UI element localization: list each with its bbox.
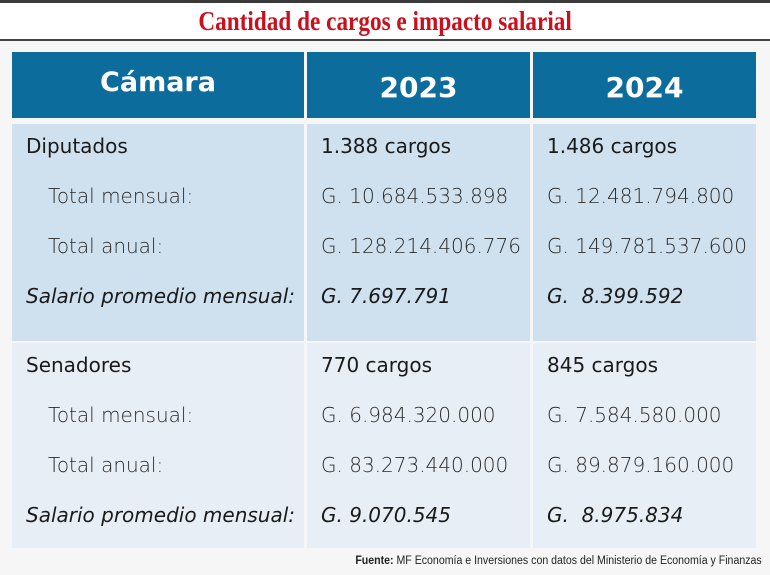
group-name: Diputados xyxy=(26,134,128,158)
total-anual-value: G. 149.781.537.600 xyxy=(547,234,747,258)
cargos-value: 1.486 cargos xyxy=(547,134,678,158)
diputados-2024-cell: 1.486 cargos G. 12.481.794.800 G. 149.78… xyxy=(533,124,756,341)
total-anual-value: G. 128.214.406.776 xyxy=(321,234,521,258)
cargos-value: 770 cargos xyxy=(321,353,433,377)
header-2023: 2023 xyxy=(307,52,530,118)
title-bar: Cantidad de cargos e impacto salarial xyxy=(0,3,770,39)
total-mensual-value: G. 12.481.794.800 xyxy=(547,184,735,208)
row-label-total-mensual: Total mensual: xyxy=(48,403,194,427)
salario-promedio-value: G. 8.975.834 xyxy=(547,503,684,527)
salario-promedio-value: G. 7.697.791 xyxy=(321,284,451,308)
group-name: Senadores xyxy=(26,353,132,377)
total-mensual-value: G. 7.584.580.000 xyxy=(547,403,722,427)
page-title: Cantidad de cargos e impacto salarial xyxy=(198,6,572,36)
cargos-value: 845 cargos xyxy=(547,353,659,377)
source-label: Fuente: xyxy=(355,555,394,567)
salario-promedio-value: G. 9.070.545 xyxy=(321,503,451,527)
title-divider xyxy=(0,39,770,41)
total-mensual-value: G. 6.984.320.000 xyxy=(321,403,496,427)
header-camara: Cámara xyxy=(12,52,304,118)
diputados-label-cell: Diputados Total mensual: Total anual: Sa… xyxy=(12,124,304,341)
header-2024: 2024 xyxy=(533,52,756,118)
senadores-2024-cell: 845 cargos G. 7.584.580.000 G. 89.879.16… xyxy=(533,343,756,548)
row-label-total-anual: Total anual: xyxy=(48,234,164,258)
row-label-salario-promedio: Salario promedio mensual: xyxy=(26,284,296,308)
senadores-label-cell: Senadores Total mensual: Total anual: Sa… xyxy=(12,343,304,548)
header-2023-label: 2023 xyxy=(379,71,458,104)
total-mensual-value: G. 10.684.533.898 xyxy=(321,184,509,208)
total-anual-value: G. 89.879.160.000 xyxy=(547,453,735,477)
row-label-salario-promedio: Salario promedio mensual: xyxy=(26,503,296,527)
row-label-total-anual: Total anual: xyxy=(48,453,164,477)
diputados-2023-cell: 1.388 cargos G. 10.684.533.898 G. 128.21… xyxy=(307,124,530,341)
header-camara-label: Cámara xyxy=(100,67,216,98)
source-text: MF Economía e Inversiones con datos del … xyxy=(396,555,762,567)
source-note: Fuente: MF Economía e Inversiones con da… xyxy=(356,555,762,567)
senadores-2023-cell: 770 cargos G. 6.984.320.000 G. 83.273.44… xyxy=(307,343,530,548)
salario-promedio-value: G. 8.399.592 xyxy=(547,284,684,308)
top-border xyxy=(0,0,770,3)
cargos-value: 1.388 cargos xyxy=(321,134,452,158)
header-2024-label: 2024 xyxy=(605,71,684,104)
total-anual-value: G. 83.273.440.000 xyxy=(321,453,509,477)
row-label-total-mensual: Total mensual: xyxy=(48,184,194,208)
